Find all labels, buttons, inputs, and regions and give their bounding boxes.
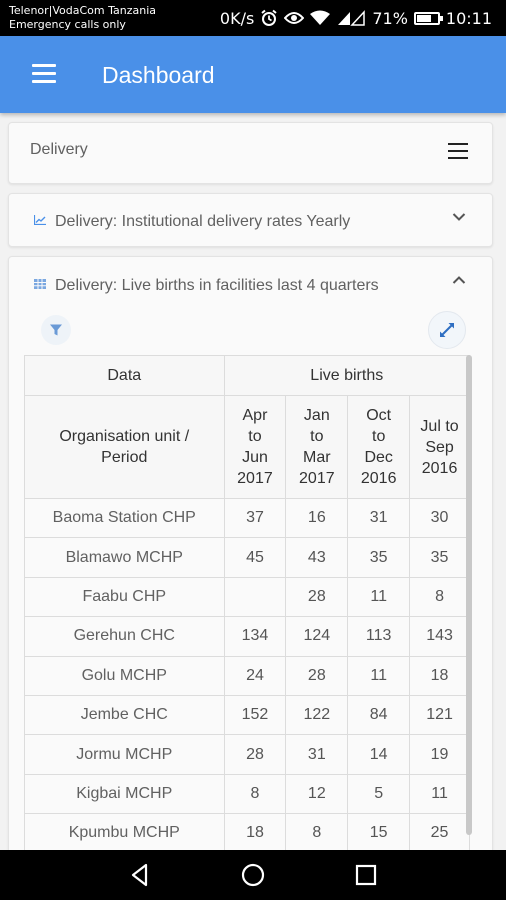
org-unit-cell: Jormu MCHP (24, 734, 225, 775)
value-cell: 14 (347, 734, 411, 775)
header-period: Oct to Dec 2016 (347, 395, 411, 499)
value-cell: 24 (223, 655, 287, 696)
home-icon[interactable] (239, 861, 267, 889)
page-title: Dashboard (102, 62, 215, 88)
pivot-table: Data Live births Organisation unit / Per… (24, 355, 471, 854)
carrier-name: Telenor|VodaCom Tanzania (9, 4, 157, 17)
navigation-bar (0, 850, 506, 900)
org-unit-cell: Kigbai MCHP (24, 773, 225, 815)
dashboard-item-live-births: Delivery: Live births in facilities last… (8, 256, 493, 856)
org-unit-cell: Gerehun CHC (24, 616, 225, 657)
table-icon (34, 279, 46, 289)
table-row: Blamawo MCHP 45 43 35 35 (24, 537, 470, 578)
hamburger-icon[interactable] (448, 143, 468, 159)
value-cell: 5 (347, 773, 411, 815)
value-cell: 35 (347, 537, 411, 578)
value-cell: 43 (285, 537, 349, 578)
menu-icon[interactable] (32, 64, 56, 84)
section-card: Delivery (8, 122, 493, 184)
wifi-icon (310, 8, 331, 28)
item-title: Delivery: Live births in facilities last… (55, 277, 379, 294)
battery-percent: 71% (372, 8, 408, 28)
header-live-births: Live births (223, 355, 471, 396)
filter-button[interactable] (41, 315, 71, 345)
table-row: Baoma Station CHP 37 16 31 30 (24, 497, 470, 539)
value-cell: 113 (347, 616, 411, 657)
clock: 10:11 (445, 8, 492, 28)
org-unit-cell: Blamawo MCHP (24, 537, 225, 578)
alarm-icon (260, 8, 278, 28)
value-cell: 15 (347, 813, 411, 854)
section-title: Delivery (30, 141, 88, 158)
value-cell: 121 (409, 694, 470, 736)
value-cell (223, 576, 287, 618)
value-cell: 12 (285, 773, 349, 815)
emergency-text: Emergency calls only (9, 18, 126, 31)
chevron-down-icon[interactable] (452, 212, 466, 222)
value-cell: 37 (223, 497, 287, 539)
header-period: Apr to Jun 2017 (223, 395, 287, 499)
value-cell: 35 (409, 537, 470, 578)
value-cell: 18 (409, 655, 470, 696)
value-cell: 152 (223, 694, 287, 736)
value-cell: 31 (285, 734, 349, 775)
header-period: Jan to Mar 2017 (285, 395, 349, 499)
value-cell: 8 (409, 576, 470, 618)
value-cell: 28 (223, 734, 287, 775)
network-speed: 0K/s (219, 8, 255, 28)
scrollbar[interactable] (466, 355, 472, 835)
value-cell: 143 (409, 616, 470, 657)
recents-icon[interactable] (352, 861, 380, 889)
value-cell: 25 (409, 813, 470, 854)
value-cell: 11 (347, 655, 411, 696)
org-unit-cell: Jembe CHC (24, 694, 225, 736)
table-row: Kigbai MCHP 8 12 5 11 (24, 773, 470, 815)
value-cell: 8 (223, 773, 287, 815)
value-cell: 18 (223, 813, 287, 854)
value-cell: 11 (347, 576, 411, 618)
dashboard-item-institutional-delivery[interactable]: Delivery: Institutional delivery rates Y… (8, 193, 493, 247)
filter-icon (50, 324, 62, 336)
value-cell: 30 (409, 497, 470, 539)
fullscreen-icon (440, 323, 454, 337)
value-cell: 84 (347, 694, 411, 736)
status-icons: 0K/s 71% 10:11 (220, 0, 492, 36)
table-row: Jormu MCHP 28 31 14 19 (24, 734, 470, 775)
table-row: Jembe CHC 152 122 84 121 (24, 694, 470, 736)
org-unit-cell: Kpumbu MCHP (24, 813, 225, 854)
carrier-info: Telenor|VodaCom Tanzania Emergency calls… (9, 4, 156, 32)
value-cell: 134 (223, 616, 287, 657)
header-org-unit: Organisation unit / Period (24, 395, 225, 499)
header-period: Jul to Sep 2016 (409, 395, 470, 499)
org-unit-cell: Baoma Station CHP (24, 497, 225, 539)
fullscreen-button[interactable] (428, 311, 466, 349)
table-row: Faabu CHP 28 11 8 (24, 576, 470, 618)
value-cell: 28 (285, 576, 349, 618)
value-cell: 124 (285, 616, 349, 657)
back-icon[interactable] (126, 861, 154, 889)
value-cell: 31 (347, 497, 411, 539)
org-unit-cell: Faabu CHP (24, 576, 225, 618)
value-cell: 16 (285, 497, 349, 539)
header-data: Data (24, 355, 225, 396)
table-row: Golu MCHP 24 28 11 18 (24, 655, 470, 696)
value-cell: 11 (409, 773, 470, 815)
value-cell: 8 (285, 813, 349, 854)
battery-icon (413, 11, 443, 25)
eye-icon (284, 8, 305, 28)
value-cell: 19 (409, 734, 470, 775)
line-chart-icon (34, 215, 46, 225)
org-unit-cell: Golu MCHP (24, 655, 225, 696)
value-cell: 122 (285, 694, 349, 736)
table-row: Kpumbu MCHP 18 8 15 25 (24, 813, 470, 854)
item-title: Delivery: Institutional delivery rates Y… (55, 213, 351, 230)
table-row: Gerehun CHC 134 124 113 143 (24, 616, 470, 657)
app-bar: Dashboard (0, 36, 506, 113)
value-cell: 28 (285, 655, 349, 696)
chevron-up-icon[interactable] (452, 275, 466, 285)
signal-icon (336, 8, 366, 28)
status-bar: Telenor|VodaCom Tanzania Emergency calls… (0, 0, 506, 36)
value-cell: 45 (223, 537, 287, 578)
